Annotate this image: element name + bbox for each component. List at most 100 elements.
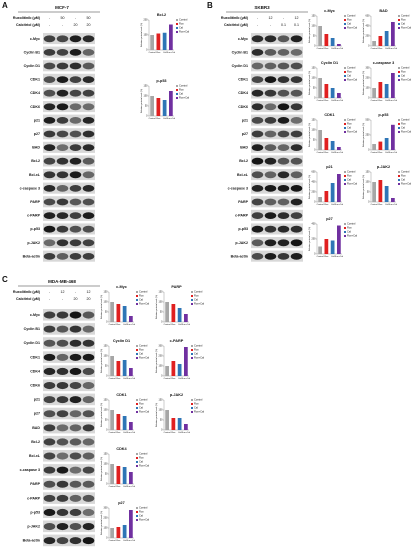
legend-swatch (398, 171, 400, 173)
blot-band (69, 253, 82, 260)
blot-strip (43, 323, 95, 335)
blot-strip (251, 250, 303, 262)
x-tick-label: Rux+Cal (182, 378, 191, 380)
y-tick-label: 150 (312, 15, 317, 18)
bar (165, 410, 169, 430)
bar (171, 304, 176, 322)
legend-label: Control (347, 118, 356, 122)
blot-band (82, 452, 95, 460)
x-tick-label: Control (164, 431, 172, 434)
blot-strip (43, 169, 95, 181)
legend-label: Rux+Cal (401, 130, 411, 134)
blot-band (264, 239, 277, 247)
legend-swatch (398, 27, 400, 29)
cell-line: MDA-MB-468 (48, 279, 76, 284)
blot-band (43, 157, 56, 165)
y-tick-label: 100 (312, 77, 317, 80)
blot-label: Cyclin B1 (24, 50, 40, 54)
legend-swatch (344, 75, 346, 77)
bar (384, 186, 389, 202)
blot-strip (43, 141, 95, 153)
y-tick-label: 150 (104, 291, 109, 294)
blot-band (82, 198, 95, 206)
y-axis-label: Relative protein level (%) (308, 227, 311, 252)
blot-label: p-p53 (30, 510, 40, 514)
blot-label: CDK1 (238, 78, 248, 82)
legend-label: Rux (179, 22, 184, 26)
blot-band (290, 103, 303, 111)
y-axis-label: Relative protein level (%) (308, 175, 311, 200)
blot-band (43, 325, 56, 333)
treatment-label: Calcitriol (μM) (16, 297, 41, 301)
blot-band (69, 239, 82, 247)
blot-band (56, 424, 69, 432)
x-tick-label: Rux (324, 152, 329, 154)
blot-band (264, 253, 277, 260)
legend-label: Rux (347, 70, 352, 74)
blot-band (43, 382, 56, 390)
blot-band (69, 367, 82, 375)
y-tick-label: 50 (313, 35, 316, 38)
bar (378, 141, 383, 150)
legend-swatch (191, 291, 193, 293)
x-tick-label: Control (317, 99, 325, 102)
treatment-label: Calcitriol (μM) (16, 23, 41, 27)
legend-label: Cal (347, 22, 351, 26)
x-tick-label: Cal (123, 324, 127, 326)
y-axis-label: Relative protein level (%) (362, 175, 365, 200)
blot-band (82, 89, 95, 97)
legend-label: Control (139, 398, 148, 402)
blot-band (69, 382, 82, 390)
x-tick-label: Cal (331, 256, 335, 258)
y-tick-label: 50 (160, 311, 163, 314)
legend-swatch (398, 75, 400, 77)
y-tick-label: 0 (314, 149, 316, 152)
blot-band (277, 62, 290, 70)
bar (156, 33, 161, 50)
legend-label: Rux+Cal (139, 356, 149, 360)
y-tick-label: 600 (312, 171, 317, 174)
x-tick-label: Rux (171, 378, 176, 380)
legend-label: Rux+Cal (139, 410, 149, 414)
x-tick-label: Rux+Cal (335, 256, 344, 258)
blot-band (277, 239, 290, 247)
legend-swatch (136, 407, 138, 409)
blot-band (56, 438, 69, 446)
x-tick-label: Rux+Cal (389, 100, 398, 102)
legend-label: Cal (139, 514, 143, 518)
bar (129, 368, 133, 376)
blot-band (82, 144, 95, 152)
bar (318, 246, 322, 254)
blot-strip (43, 46, 95, 58)
blot-label: c-PARP (27, 214, 41, 218)
blot-label: c-Myc (30, 313, 40, 317)
blot-band (82, 185, 95, 192)
bar (116, 414, 121, 430)
blot-strip (43, 309, 95, 321)
blot-label: Bcl-xL (29, 454, 41, 458)
legend-swatch (136, 349, 138, 351)
legend-swatch (191, 357, 193, 359)
x-tick-label: Rux+Cal (127, 324, 136, 326)
legend-label: Rux+Cal (139, 464, 149, 468)
treatment-value: 12 (87, 290, 91, 294)
blot-band (251, 35, 264, 43)
legend-swatch (398, 67, 400, 69)
blot-band (290, 225, 303, 233)
blot-band (82, 466, 95, 474)
blot-band (69, 452, 82, 460)
y-tick-label: 250 (366, 134, 371, 137)
blot-band (69, 339, 82, 347)
x-tick-label: Cal (385, 204, 389, 206)
legend-label: Control (401, 118, 410, 122)
x-tick-label: Control (109, 485, 117, 488)
blot-band (56, 49, 69, 56)
bar (122, 525, 127, 538)
legend-swatch (136, 403, 138, 405)
legend-swatch (344, 119, 346, 121)
blot-label: Beta-actin (23, 539, 40, 543)
legend-label: Cal (194, 352, 198, 356)
blot-band (56, 339, 69, 347)
treatment-label: Calcitriol (μM) (224, 23, 249, 27)
